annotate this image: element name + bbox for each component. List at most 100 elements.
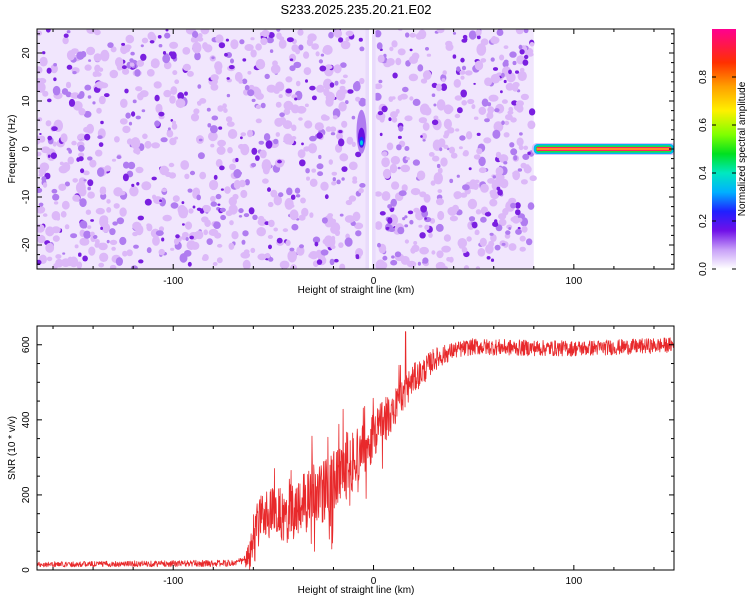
snr-xtick-label: 100: [565, 576, 582, 587]
spectrogram-noise-cell: [338, 37, 344, 43]
spectrogram-noise-cell: [436, 198, 444, 206]
spectrogram-noise-cell: [90, 160, 96, 165]
spectrogram-noise-cell: [473, 116, 479, 120]
spectrogram-noise-cell: [215, 34, 224, 44]
spectrogram-noise-cell: [56, 216, 61, 221]
spectrogram-noise-cell: [500, 90, 503, 94]
spectrogram-noise-cell: [480, 216, 487, 223]
spectrogram-noise-cell: [64, 181, 70, 187]
spectrogram-noise-cell: [459, 70, 466, 75]
spectrogram-noise-cell: [135, 166, 144, 174]
spectrogram-noise-cell: [100, 120, 104, 125]
spectrogram-noise-cell: [84, 84, 92, 91]
spectrogram-noise-cell: [158, 111, 165, 117]
spectrogram-noise-cell: [387, 204, 392, 209]
spectrogram-noise-cell: [47, 98, 52, 103]
spectrogram-noise-cell: [419, 232, 426, 239]
spectrogram-noise-cell: [52, 141, 57, 147]
spectrogram-noise-cell: [240, 251, 250, 259]
spectrogram-noise-cell: [338, 138, 345, 147]
spectrogram-noise-cell: [421, 132, 427, 140]
spectrogram-noise-cell: [95, 149, 103, 157]
spectrogram-ytick-label: 10: [21, 95, 32, 107]
spectrogram-noise-cell: [424, 224, 430, 231]
spectrogram-noise-cell: [375, 259, 386, 269]
spectrogram-noise-cell: [497, 189, 503, 196]
spectrogram-noise-cell: [172, 70, 178, 76]
spectrogram-noise-cell: [430, 180, 436, 186]
spectrogram-noise-cell: [128, 121, 133, 126]
spectrogram-noise-cell: [268, 257, 274, 262]
spectrogram-noise-cell: [404, 215, 408, 219]
spectrogram-noise-cell: [100, 226, 103, 230]
spectrogram-noise-cell: [411, 244, 420, 253]
spectrogram-noise-cell: [503, 132, 510, 138]
spectrogram-noise-cell: [328, 31, 334, 39]
spectrogram-noise-cell: [204, 219, 211, 227]
spectrogram-noise-cell: [48, 230, 53, 236]
spectrogram-noise-cell: [517, 168, 523, 172]
spectrogram-noise-cell: [413, 207, 420, 213]
spectrogram-noise-cell: [458, 146, 463, 150]
spectrogram-noise-cell: [146, 247, 152, 254]
spectrogram-noise-cell: [166, 129, 174, 138]
spectrogram-noise-cell: [212, 262, 218, 266]
spectrogram-noise-cell: [37, 117, 43, 122]
spectrogram-noise-cell: [296, 246, 305, 256]
spectrogram-noise-cell: [72, 194, 81, 202]
spectrogram-noise-cell: [475, 209, 482, 215]
spectrogram-noise-cell: [289, 247, 295, 252]
spectrogram-noise-cell: [439, 147, 443, 152]
spectrogram-noise-cell: [523, 145, 529, 150]
spectrogram-noise-cell: [391, 255, 395, 259]
spectrogram-noise-cell: [240, 143, 250, 156]
spectrogram-ytick-label: 0: [21, 146, 32, 152]
spectrogram-noise-cell: [517, 226, 521, 230]
spectrogram-noise-cell: [388, 96, 394, 102]
spectrogram-noise-cell: [126, 249, 133, 257]
spectrogram-noise-cell: [131, 111, 136, 117]
spectrogram-noise-cell: [519, 67, 525, 73]
spectrogram-noise-cell: [220, 188, 224, 191]
spectrogram-noise-cell: [437, 189, 443, 194]
spectrogram-noise-cell: [352, 179, 358, 184]
spectrogram-noise-cell: [62, 36, 69, 45]
spectrogram-noise-cell: [180, 160, 190, 170]
spectrogram-noise-cell: [42, 51, 46, 55]
spectrogram-noise-cell: [397, 95, 403, 101]
spectrogram-noise-cell: [466, 236, 472, 242]
spectrogram-noise-cell: [424, 217, 427, 220]
spectrogram-noise-cell: [247, 129, 253, 138]
spectrogram-noise-cell: [147, 31, 156, 41]
spectrogram-noise-cell: [487, 106, 495, 114]
spectrogram-noise-cell: [140, 44, 144, 48]
spectrogram-noise-cell: [316, 132, 323, 139]
spectrogram-noise-cell: [426, 53, 432, 57]
spectrogram-noise-cell: [76, 51, 85, 60]
spectrogram-noise-cell: [250, 49, 257, 58]
spectrogram-noise-cell: [420, 135, 423, 138]
snr-frame: [36, 325, 675, 571]
spectrogram-noise-cell: [396, 144, 402, 151]
spectrogram-noise-cell: [431, 93, 436, 97]
spectrogram-noise-cell: [214, 61, 223, 72]
spectrogram-noise-cell: [315, 51, 320, 57]
spectrogram-noise-cell: [509, 51, 517, 58]
spectrogram-xlabel: Height of straight line (km): [298, 285, 415, 296]
spectrogram-noise-cell: [478, 156, 486, 167]
spectrogram-noise-cell: [42, 213, 48, 217]
spectrogram-noise-cell: [463, 265, 470, 269]
spectrogram-noise-cell: [517, 213, 526, 220]
spectrogram-noise-cell: [316, 163, 324, 170]
spectrogram-noise-cell: [297, 29, 304, 36]
spectrogram-noise-cell: [170, 202, 179, 209]
spectrogram-noise-cell: [339, 263, 346, 269]
spectrogram-noise-cell: [190, 37, 196, 43]
spectrogram-noise-cell: [158, 44, 163, 48]
spectrogram-noise-cell: [317, 171, 324, 177]
spectrogram-noise-cell: [88, 246, 96, 256]
spectrogram-noise-cell: [321, 217, 328, 224]
spectrogram-noise-cell: [119, 118, 128, 125]
